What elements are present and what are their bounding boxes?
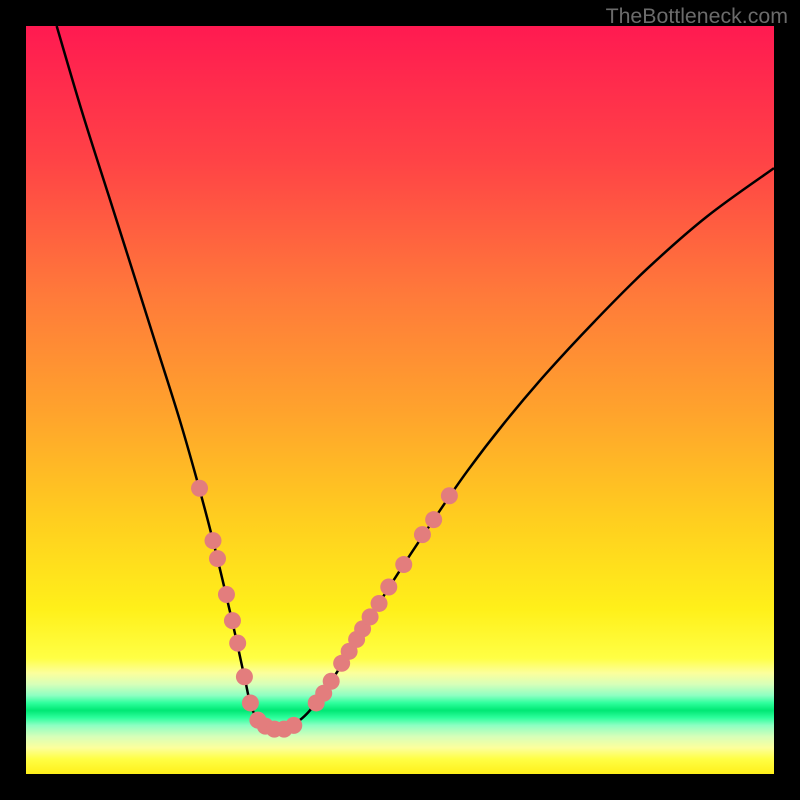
data-marker: [380, 579, 397, 596]
data-marker: [191, 480, 208, 497]
data-marker: [236, 668, 253, 685]
data-marker: [242, 694, 259, 711]
bottleneck-chart: [0, 0, 800, 800]
data-marker: [209, 550, 226, 567]
data-marker: [285, 717, 302, 734]
data-marker: [218, 586, 235, 603]
data-marker: [425, 511, 442, 528]
data-marker: [323, 673, 340, 690]
data-marker: [441, 487, 458, 504]
data-marker: [395, 556, 412, 573]
data-marker: [205, 532, 222, 549]
data-marker: [371, 595, 388, 612]
data-marker: [229, 635, 246, 652]
data-marker: [414, 526, 431, 543]
plot-background: [26, 26, 774, 774]
chart-stage: TheBottleneck.com: [0, 0, 800, 800]
watermark-text: TheBottleneck.com: [606, 4, 788, 29]
data-marker: [224, 612, 241, 629]
